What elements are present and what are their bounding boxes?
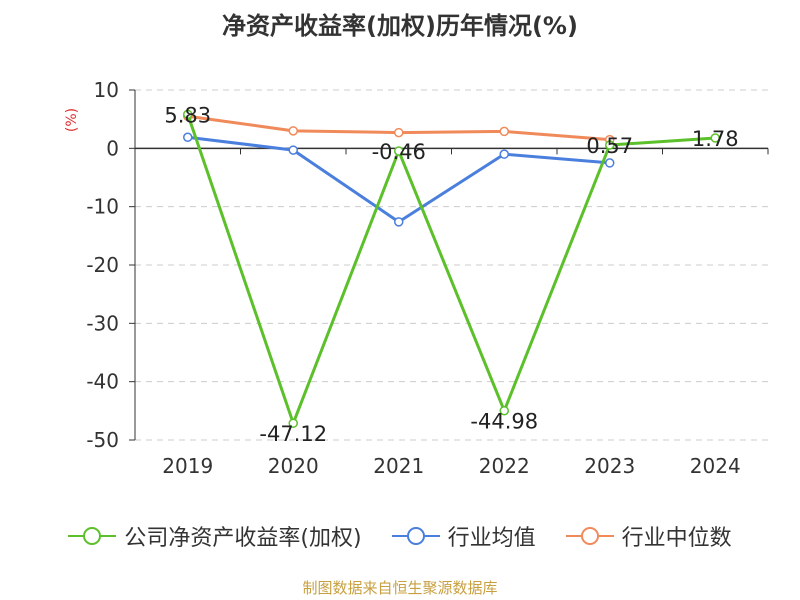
y-tick-label: 0	[106, 136, 119, 160]
legend-item-company[interactable]: 公司净资产收益率(加权)	[68, 520, 362, 552]
legend-label-industry-mean: 行业均值	[447, 526, 536, 551]
x-tick-label: 2020	[268, 454, 319, 478]
data-label: 1.78	[692, 127, 739, 151]
y-tick-label: 10	[94, 78, 119, 102]
data-point	[183, 132, 193, 142]
x-tick-label: 2024	[690, 454, 741, 478]
data-point	[183, 109, 193, 120]
x-tick-label: 2022	[479, 454, 530, 478]
y-tick-label: -20	[86, 253, 119, 277]
data-point	[499, 149, 509, 159]
data-label: -47.12	[259, 422, 327, 446]
data-label: -0.46	[372, 140, 426, 164]
chart-title: 净资产收益率(加权)历年情况(%)	[222, 12, 578, 40]
data-label: -44.98	[470, 410, 538, 434]
series-line	[186, 113, 716, 425]
legend-line-circle-icon	[565, 527, 614, 545]
data-point	[394, 127, 404, 138]
data-label: 0.57	[586, 134, 633, 158]
x-tick-label: 2023	[584, 454, 635, 478]
legend-item-industry-median[interactable]: 行业中位数	[565, 520, 732, 552]
data-point	[288, 418, 298, 428]
y-tick-label: -50	[86, 428, 119, 452]
legend-item-industry-mean[interactable]: 行业均值	[391, 520, 536, 552]
data-label: 5.83	[164, 103, 211, 127]
data-point	[288, 145, 298, 155]
data-point	[499, 405, 509, 416]
legend-line-circle-icon	[391, 527, 440, 545]
data-point	[394, 217, 404, 227]
y-tick-label: -30	[86, 311, 119, 335]
legend-label-company: 公司净资产收益率(加权)	[124, 526, 362, 551]
data-point	[499, 126, 509, 137]
data-point	[710, 133, 720, 143]
data-point	[288, 126, 298, 136]
legend-line-circle-icon	[68, 527, 117, 545]
y-tick-label: -40	[86, 370, 119, 394]
x-tick-label: 2021	[373, 454, 424, 478]
legend-label-industry-median: 行业中位数	[621, 526, 732, 551]
data-point	[605, 158, 615, 168]
legend: 公司净资产收益率(加权) 行业均值 行业中位数	[0, 520, 800, 552]
source-note: 制图数据来自恒生聚源数据库	[302, 579, 498, 597]
data-point	[394, 146, 404, 156]
x-tick-label: 2019	[162, 454, 213, 478]
y-tick-label: -10	[86, 195, 119, 219]
data-point	[605, 140, 615, 150]
